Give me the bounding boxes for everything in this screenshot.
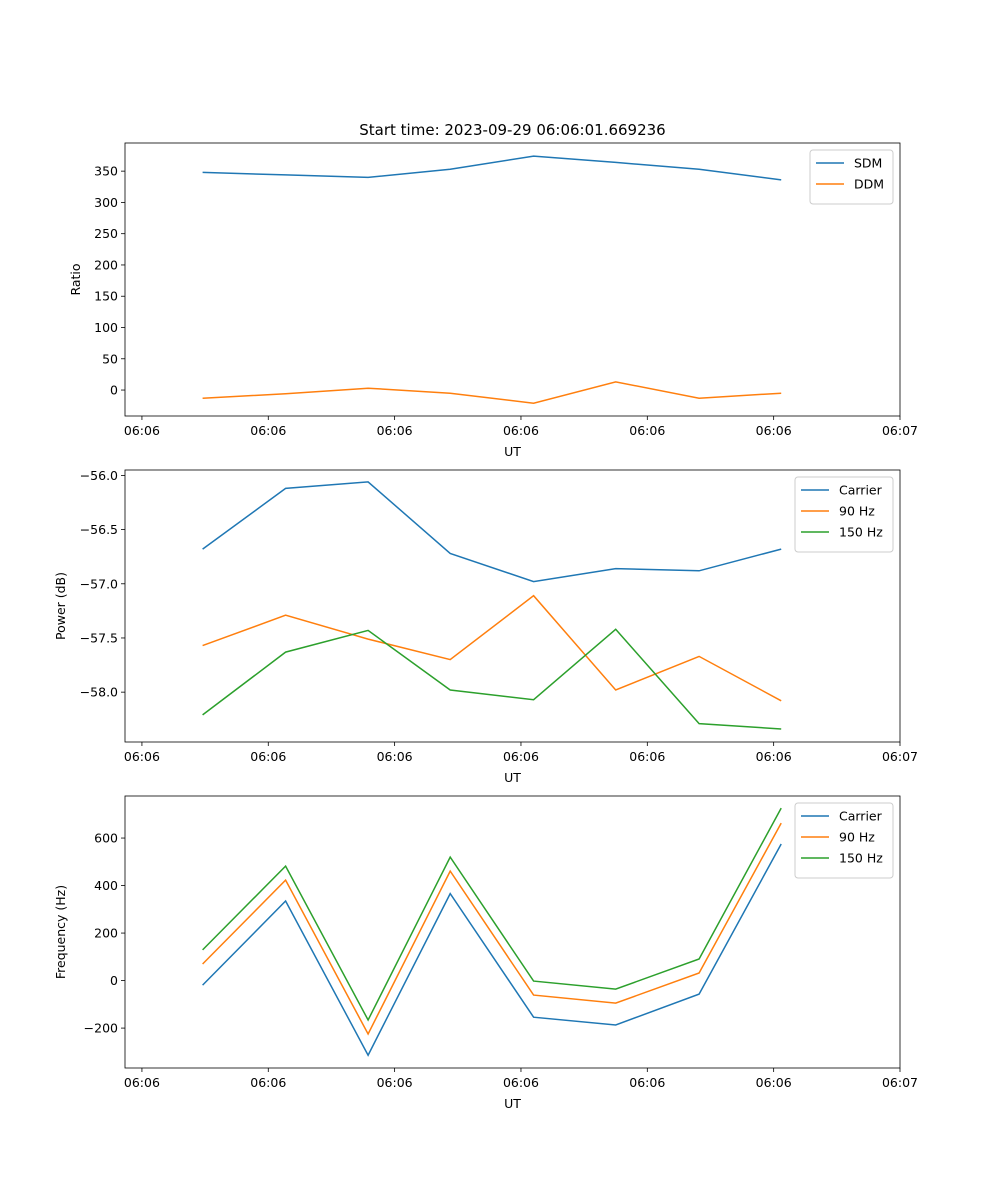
- x-tick-label: 06:06: [377, 749, 413, 764]
- y-axis-label: Power (dB): [53, 572, 68, 640]
- series-line-sdm: [202, 155, 782, 181]
- y-tick-label: 100: [94, 320, 118, 335]
- y-tick-label: 0: [110, 973, 118, 988]
- x-tick-label: 06:06: [629, 749, 665, 764]
- y-tick-label: −200: [84, 1021, 118, 1036]
- x-tick-label: 06:06: [124, 423, 160, 438]
- subplot-2: 06:06 06:06 06:06 06:06 06:06 06:06 06:07 UT −58…: [53, 468, 918, 785]
- legend-label: 90 Hz: [839, 504, 875, 519]
- y-tick-label: 350: [94, 164, 118, 179]
- x-axis-label: UT: [504, 1096, 521, 1111]
- legend-label: DDM: [854, 177, 884, 192]
- x-axis-label: UT: [504, 770, 521, 785]
- x-tick-label: 06:06: [503, 1075, 539, 1090]
- series-line-150-hz: [202, 807, 782, 1022]
- x-tick-label: 06:06: [629, 423, 665, 438]
- y-axis-label: Frequency (Hz): [53, 885, 68, 979]
- y-tick-label: 0: [110, 383, 118, 398]
- series-line-90-hz: [202, 594, 782, 702]
- x-tick-label: 06:06: [250, 423, 286, 438]
- x-tick-label: 06:06: [250, 1075, 286, 1090]
- y-tick-label: 250: [94, 226, 118, 241]
- y-tick-label: 300: [94, 195, 118, 210]
- axes-frame: [124, 795, 901, 1069]
- legend-box: [794, 802, 894, 879]
- x-tick-label: 06:07: [882, 423, 918, 438]
- y-tick-label: 600: [94, 831, 118, 846]
- series-line-90-hz: [202, 822, 782, 1036]
- x-tick-label: 06:06: [124, 749, 160, 764]
- legend-box: [794, 476, 894, 553]
- y-tick-label: 50: [102, 351, 118, 366]
- x-axis-label: UT: [504, 444, 521, 459]
- axes-frame: [124, 142, 901, 417]
- y-tick-label: 200: [94, 257, 118, 272]
- legend-label: 90 Hz: [839, 830, 875, 845]
- x-tick-label: 06:07: [882, 1075, 918, 1090]
- x-tick-label: 06:06: [629, 1075, 665, 1090]
- legend-label: Carrier: [839, 483, 883, 498]
- legend: Carrier 90 Hz 150 Hz: [794, 476, 894, 553]
- y-tick-label: −56.0: [80, 468, 118, 483]
- legend-label: 150 Hz: [839, 851, 883, 866]
- x-tick-label: 06:07: [882, 749, 918, 764]
- legend: Carrier 90 Hz 150 Hz: [794, 802, 894, 879]
- axes-frame: [124, 469, 901, 743]
- legend: SDM DDM: [809, 149, 894, 205]
- y-axis-label: Ratio: [68, 263, 83, 295]
- series-line-150-hz: [202, 628, 782, 730]
- x-tick-label: 06:06: [377, 423, 413, 438]
- y-tick-label: −58.0: [80, 685, 118, 700]
- legend-label: 150 Hz: [839, 525, 883, 540]
- x-tick-label: 06:06: [124, 1075, 160, 1090]
- legend-label: Carrier: [839, 809, 883, 824]
- x-tick-label: 06:06: [756, 1075, 792, 1090]
- y-tick-label: −56.5: [80, 522, 118, 537]
- x-tick-label: 06:06: [756, 423, 792, 438]
- x-tick-label: 06:06: [250, 749, 286, 764]
- series-line-carrier: [202, 481, 782, 583]
- x-tick-label: 06:06: [503, 423, 539, 438]
- x-tick-label: 06:06: [377, 1075, 413, 1090]
- y-tick-label: −57.0: [80, 576, 118, 591]
- y-tick-label: 200: [94, 926, 118, 941]
- series-line-ddm: [202, 381, 782, 404]
- chart-title: Start time: 2023-09-29 06:06:01.669236: [359, 121, 665, 139]
- subplot-3: 06:06 06:06 06:06 06:06 06:06 06:06 06:07 UT −20…: [53, 795, 918, 1111]
- x-tick-label: 06:06: [756, 749, 792, 764]
- y-tick-label: 400: [94, 878, 118, 893]
- series-line-carrier: [202, 843, 782, 1057]
- subplot-1: 06:06 06:06 06:06 06:06 06:06 06:06 06:07 UT 0 50…: [68, 121, 918, 459]
- x-tick-label: 06:06: [503, 749, 539, 764]
- legend-label: SDM: [854, 156, 882, 171]
- y-tick-label: 150: [94, 289, 118, 304]
- y-tick-label: −57.5: [80, 630, 118, 645]
